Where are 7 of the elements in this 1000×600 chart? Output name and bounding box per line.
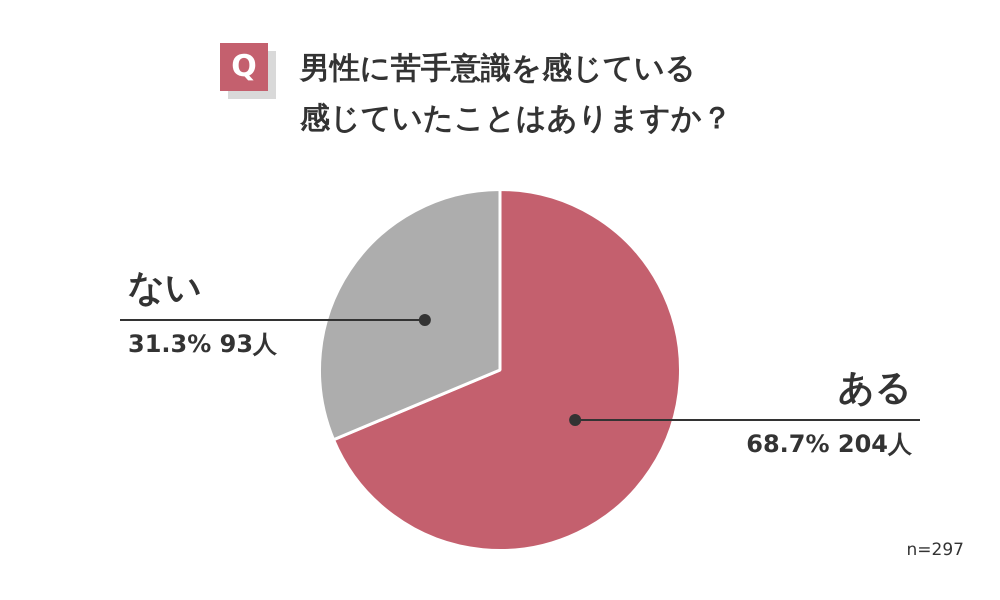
text: n=297 bbox=[906, 540, 964, 560]
chart-title: 男性に苦手意識を感じている bbox=[300, 50, 697, 88]
data-label: 31.3% 93人 bbox=[128, 330, 278, 358]
chart-subtitle: 感じていたことはありますか？ bbox=[300, 100, 732, 138]
slice-label: ある bbox=[838, 367, 912, 408]
slice-label: ない bbox=[128, 267, 202, 308]
data-label: 68.7% 204人 bbox=[746, 430, 913, 458]
